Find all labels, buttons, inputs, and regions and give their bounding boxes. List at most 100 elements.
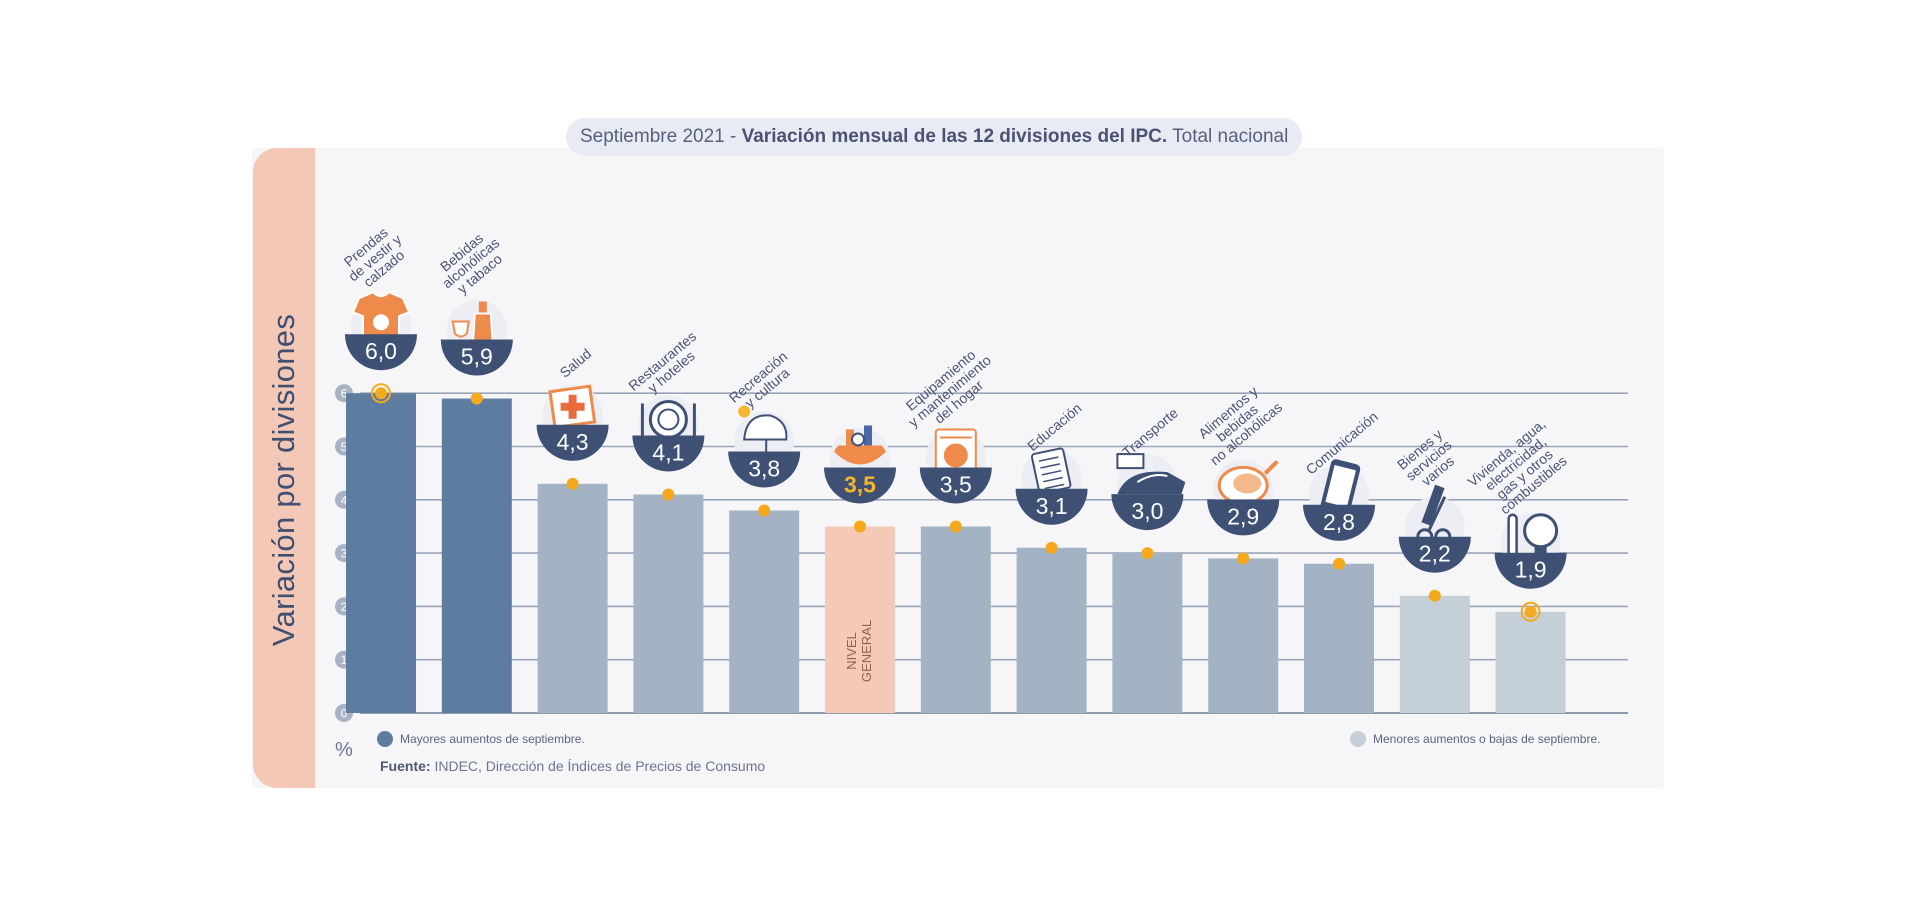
bar: [1208, 558, 1279, 713]
bar-marker: [1237, 552, 1250, 565]
category-label-line: Salud: [557, 345, 595, 380]
book-icon: [1030, 447, 1072, 495]
data-label: 3,8: [748, 455, 780, 481]
bar: [441, 398, 512, 713]
bar-marker: [566, 477, 579, 490]
title-main: Variación mensual de las 12 divisiones d…: [741, 126, 1168, 147]
bar-marker: [1045, 541, 1058, 554]
bar-marker: [662, 488, 675, 501]
chicken-icon: [1217, 460, 1279, 505]
bar-marker: [470, 392, 483, 405]
y-tick-label: 3: [341, 547, 348, 561]
data-label: 1,9: [1515, 557, 1547, 583]
bar: [346, 393, 416, 713]
chart-title: Septiembre 2021 - Variación mensual de l…: [566, 118, 1303, 156]
category-label: Transporte: [1119, 404, 1181, 460]
bar-marker: [1524, 605, 1537, 618]
lightbulb-icon: [1507, 513, 1559, 558]
bottle-icon: [451, 301, 494, 347]
title-separator: -: [724, 126, 742, 147]
source-text: INDEC, Dirección de Índices de Precios d…: [430, 758, 766, 774]
bar-marker: [375, 387, 387, 400]
data-label: 2,8: [1323, 509, 1355, 535]
value-badge: [1398, 536, 1471, 573]
first-aid-icon: [548, 384, 597, 430]
bar: [920, 526, 991, 713]
value-badge: [1111, 494, 1184, 531]
shirt-icon: [351, 291, 411, 342]
category-label: Bebidasalcohólicasy tabaco: [430, 224, 511, 302]
general-level-label: NIVELGENERAL: [844, 620, 874, 682]
title-scope: Total nacional: [1167, 126, 1289, 147]
bar-marker: [854, 520, 866, 533]
data-label: 4,3: [557, 429, 589, 455]
bar-marker-ring: [1520, 601, 1541, 622]
value-badge: [919, 467, 992, 504]
legend-low-swatch: [1350, 731, 1366, 747]
data-label: 2,2: [1419, 541, 1451, 567]
data-label: 2,9: [1227, 503, 1259, 529]
value-badge: [824, 467, 896, 504]
data-label: 3,5: [940, 471, 972, 497]
bar: [1495, 611, 1566, 713]
source-note: Fuente: INDEC, Dirección de Índices de P…: [380, 758, 765, 774]
legend-high-swatch: [377, 731, 393, 747]
general-level-line: GENERAL: [859, 620, 874, 682]
data-label: 6,0: [365, 338, 397, 364]
bar: [1112, 553, 1183, 713]
category-label: Vivienda, agua,electricidad,gas y otrosc…: [1464, 416, 1575, 522]
value-badge: [1303, 504, 1375, 541]
bar: [1016, 547, 1087, 713]
legend-high-label: Mayores aumentos de septiembre.: [400, 732, 585, 746]
y-tick-label: 6: [341, 387, 348, 401]
bar-marker: [1333, 557, 1345, 570]
category-label: Alimentos ybebidasno alcohólicas: [1189, 378, 1285, 469]
car-icon: [1116, 453, 1186, 495]
legend-low-label: Menores aumentos o bajas de septiembre.: [1373, 732, 1601, 746]
bar: [537, 483, 608, 713]
data-label: 3,5: [844, 471, 876, 497]
category-label: Bienes yserviciosvarios: [1394, 426, 1464, 495]
value-badge: [1015, 488, 1088, 525]
category-label: Equipamientoy mantenimientodel hogar: [896, 341, 1003, 441]
value-badge: [536, 424, 609, 461]
category-label: Salud: [557, 345, 595, 380]
value-badge: [440, 339, 513, 376]
legend-low: Menores aumentos o bajas de septiembre.: [1350, 731, 1600, 747]
shopping-bag-icon: [834, 425, 886, 465]
umbrella-icon: [738, 405, 788, 458]
y-tick-label: 5: [341, 440, 348, 454]
unit-label: %: [335, 739, 353, 761]
bar: [1399, 595, 1470, 713]
title-period: Septiembre 2021: [580, 126, 725, 147]
value-badge: [728, 451, 801, 488]
value-badge: [632, 435, 705, 472]
phone-icon: [1320, 459, 1361, 515]
source-label: Fuente:: [380, 758, 431, 774]
bar: [825, 526, 895, 713]
value-badge: [1207, 499, 1280, 536]
bar-marker: [758, 504, 771, 517]
axis-band: [253, 148, 315, 788]
category-label: Prendasde vestir ycalzado: [336, 220, 413, 295]
category-label-line: Transporte: [1119, 404, 1181, 460]
data-label: 4,1: [652, 439, 684, 465]
category-label: Recreacióny cultura: [726, 348, 800, 417]
data-label: 3,0: [1131, 498, 1163, 524]
bar: [1304, 563, 1374, 713]
bar: [633, 494, 704, 713]
general-level-line: NIVEL: [844, 632, 859, 670]
bar: [729, 510, 800, 713]
bar-marker: [1141, 547, 1154, 560]
value-badge: [345, 334, 417, 371]
y-tick-label: 2: [341, 600, 348, 614]
data-label: 5,9: [461, 344, 493, 370]
value-badge: [1494, 552, 1567, 589]
y-tick-label: 0: [341, 707, 348, 721]
y-tick-label: 1: [341, 653, 348, 667]
bar-marker-ring: [371, 383, 391, 404]
bar-marker: [949, 520, 962, 533]
legend-high: Mayores aumentos de septiembre.: [377, 731, 585, 747]
data-label: 3,1: [1036, 493, 1068, 519]
